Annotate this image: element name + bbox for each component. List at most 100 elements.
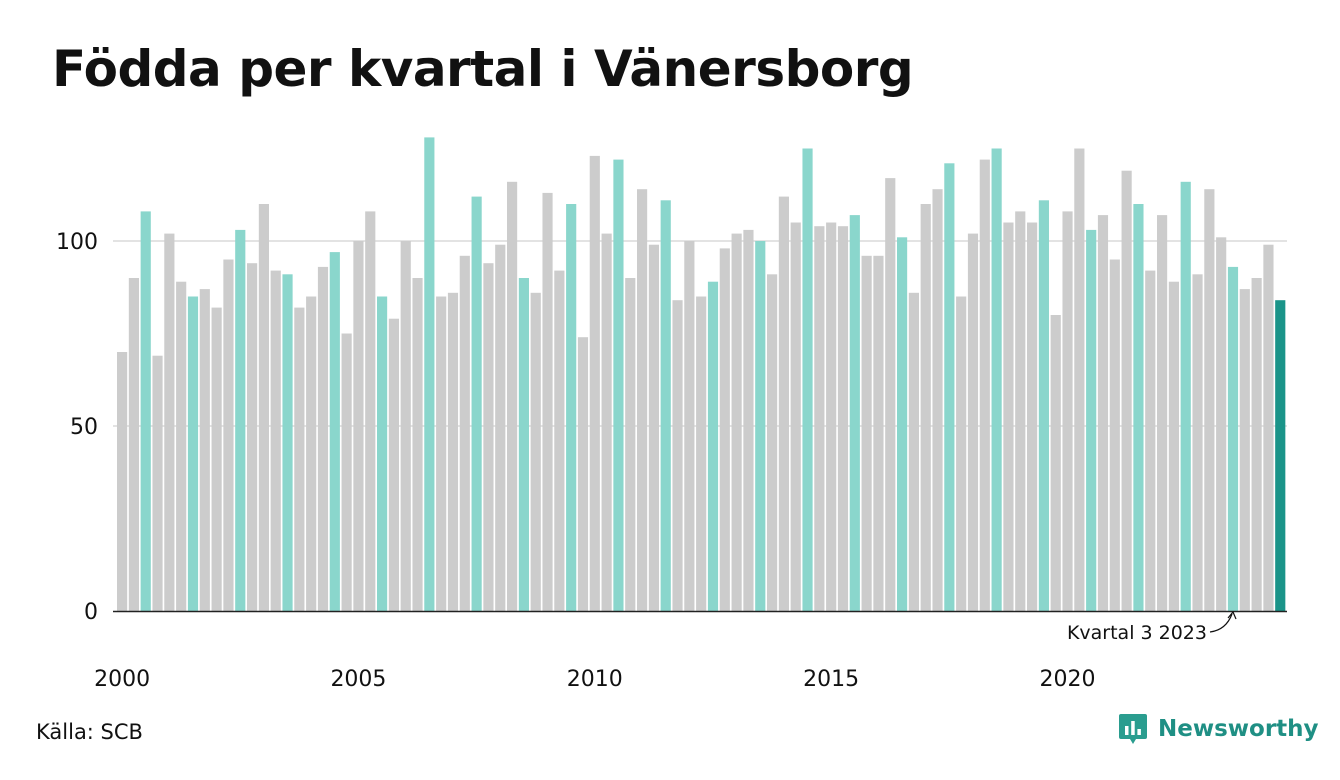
bar xyxy=(826,222,837,611)
bar xyxy=(187,296,199,611)
bar xyxy=(731,233,742,611)
bar xyxy=(459,255,470,612)
bar xyxy=(920,204,931,611)
bars xyxy=(117,137,1286,612)
brand-logo[interactable]: Newsworthy xyxy=(1118,713,1319,745)
bar xyxy=(1074,148,1085,611)
bar xyxy=(684,241,695,611)
bar xyxy=(1038,200,1049,612)
x-tick-label: 2005 xyxy=(330,667,386,692)
y-tick-label: 0 xyxy=(84,600,98,625)
bar xyxy=(447,292,459,611)
bar xyxy=(743,229,754,611)
y-tick-label: 100 xyxy=(56,230,98,255)
bar xyxy=(542,192,553,611)
bar xyxy=(223,259,234,611)
bar xyxy=(483,263,494,611)
bar xyxy=(258,204,269,611)
bar xyxy=(944,163,955,612)
newsworthy-icon xyxy=(1119,714,1147,744)
bar xyxy=(247,263,258,611)
bar xyxy=(613,159,624,611)
bar xyxy=(719,248,730,611)
bar xyxy=(648,244,659,611)
bar xyxy=(778,196,789,611)
bar xyxy=(471,196,482,611)
annotation-label: Kvartal 3 2023 xyxy=(1067,622,1207,644)
bar xyxy=(967,233,979,611)
bar xyxy=(400,241,411,611)
bar xyxy=(306,296,317,611)
bar xyxy=(117,352,128,611)
x-tick-label: 2020 xyxy=(1040,667,1096,692)
bar xyxy=(790,222,801,611)
bar xyxy=(1086,229,1097,611)
chart-title: Födda per kvartal i Vänersborg xyxy=(52,40,914,98)
bar xyxy=(140,211,151,611)
bar xyxy=(235,229,246,611)
bar xyxy=(530,292,541,611)
bar xyxy=(625,278,636,611)
bar xyxy=(495,244,506,611)
bar xyxy=(436,296,447,611)
bar xyxy=(1216,237,1227,612)
bar xyxy=(566,204,577,611)
bar xyxy=(1109,259,1120,611)
bar xyxy=(1027,222,1038,611)
bar xyxy=(589,155,600,611)
bar xyxy=(353,241,364,611)
bar xyxy=(317,266,329,611)
bar xyxy=(755,241,766,611)
bar xyxy=(128,278,139,611)
bar xyxy=(164,233,175,611)
bar xyxy=(388,318,399,611)
bar xyxy=(365,211,376,611)
bar xyxy=(1239,289,1250,611)
bar xyxy=(1251,278,1262,611)
x-tick-label: 2010 xyxy=(567,667,623,692)
bar xyxy=(1227,266,1239,611)
annotation-arrow xyxy=(1209,613,1233,633)
bar xyxy=(341,333,352,611)
bar xyxy=(1097,215,1109,611)
bar xyxy=(873,255,884,612)
bar xyxy=(660,200,671,612)
bar xyxy=(861,255,872,612)
bar xyxy=(1157,215,1168,611)
bar xyxy=(991,148,1002,611)
bar xyxy=(601,233,612,611)
bar xyxy=(1062,211,1073,611)
source-label: Källa: SCB xyxy=(36,720,143,744)
bar xyxy=(1168,281,1179,611)
bar xyxy=(329,252,340,611)
bar xyxy=(1015,211,1026,611)
bar xyxy=(1133,204,1144,611)
bar xyxy=(979,159,990,611)
bar xyxy=(554,270,565,611)
bar xyxy=(282,274,293,611)
bar xyxy=(1204,189,1215,611)
bar xyxy=(577,337,589,611)
bar xyxy=(672,300,683,611)
bar xyxy=(507,181,518,612)
bar xyxy=(637,189,648,611)
bar xyxy=(518,278,529,611)
x-tick-label: 2000 xyxy=(94,667,150,692)
bar xyxy=(837,226,849,611)
bar xyxy=(377,296,388,611)
bar xyxy=(1275,300,1286,611)
y-tick-label: 50 xyxy=(70,415,98,440)
bar xyxy=(897,237,908,612)
bar xyxy=(814,226,825,611)
bar xyxy=(696,296,707,611)
annotation-arrowhead xyxy=(1227,610,1237,620)
bar xyxy=(1180,181,1191,612)
bar xyxy=(802,148,813,611)
bar xyxy=(412,278,423,611)
bar xyxy=(211,307,222,611)
bar xyxy=(956,296,967,611)
bar xyxy=(1050,315,1061,611)
brand-name: Newsworthy xyxy=(1158,716,1319,742)
bar xyxy=(1145,270,1156,611)
